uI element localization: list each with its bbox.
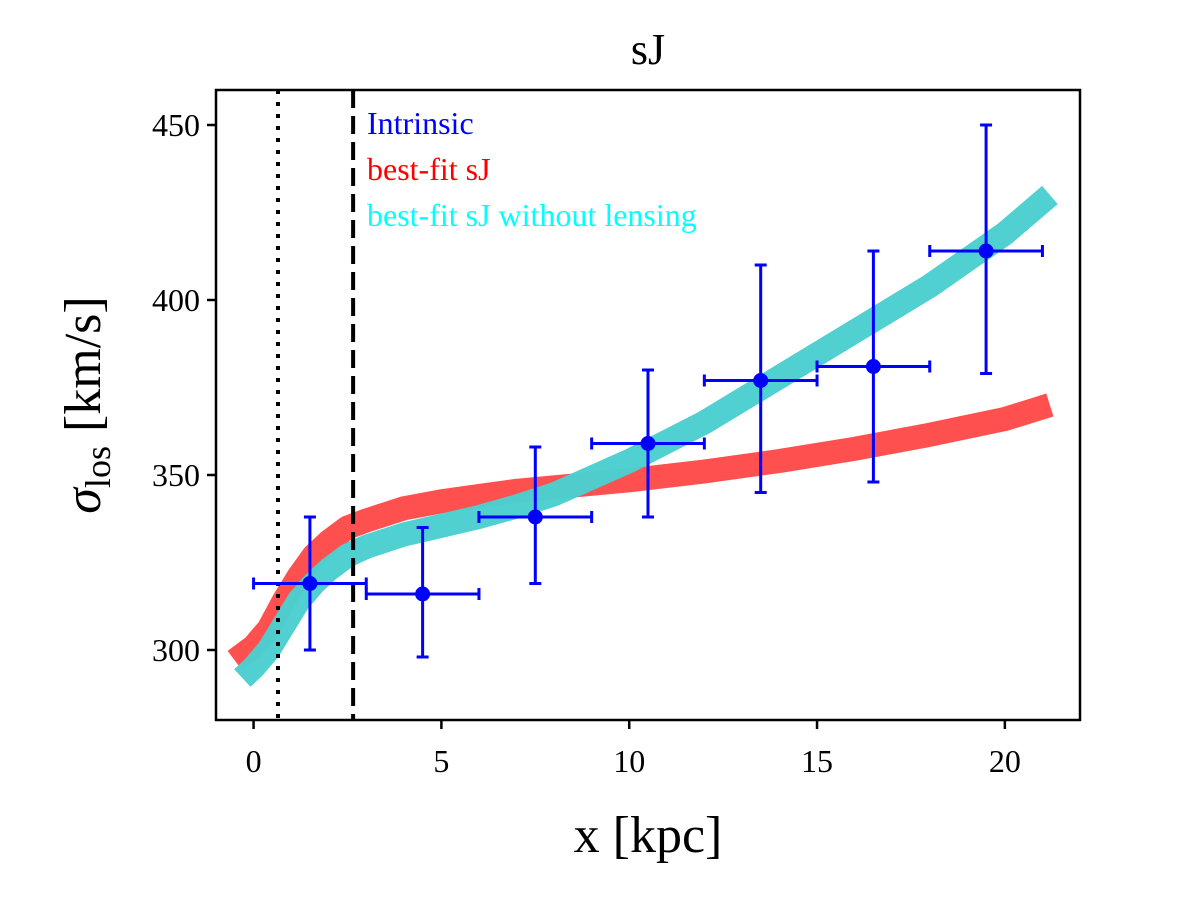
x-axis-label: x [kpc] (574, 807, 723, 864)
y-tick-label: 400 (152, 282, 200, 318)
vline-layer (275, 90, 356, 720)
plot-frame (214, 88, 1082, 722)
series-line-best-fit-sj-without-lensing (234, 185, 1058, 687)
y-tick-label: 350 (152, 457, 200, 493)
data-point (477, 445, 594, 585)
data-point (702, 263, 819, 494)
y-tick-label: 300 (152, 632, 200, 668)
legend: Intrinsic best-fit sJ best-fit sJ withou… (367, 105, 697, 233)
data-point-marker (978, 243, 994, 259)
x-tick-label: 20 (989, 743, 1021, 779)
y-tick-label: 450 (152, 107, 200, 143)
data-point (815, 249, 932, 484)
data-point (364, 526, 481, 659)
data-point (928, 123, 1044, 375)
y-axis-label-symbol: σ (55, 486, 112, 514)
y-axis-label: σlos [km/s] (55, 296, 118, 513)
y-axis-label-subscript: los (78, 446, 118, 488)
x-tick-label: 15 (801, 743, 833, 779)
data-point-marker (753, 373, 769, 388)
x-tick-label: 0 (246, 743, 262, 779)
data-point (252, 515, 368, 652)
data-point-marker (415, 586, 431, 602)
tick-layer: 0 5 10 15 20 300 350 400 450 (152, 107, 1021, 779)
data-point-marker (527, 509, 543, 525)
legend-entry-best-fit-sj: best-fit sJ (367, 151, 491, 187)
legend-entry-intrinsic: Intrinsic (367, 105, 474, 141)
x-tick-label: 5 (433, 743, 449, 779)
data-point (590, 368, 706, 519)
x-tick-label: 10 (613, 743, 645, 779)
data-point-marker (302, 576, 318, 591)
data-point-marker (640, 436, 656, 451)
chart-title: sJ (631, 25, 665, 74)
data-point-marker (865, 359, 881, 374)
points-layer (252, 123, 1044, 659)
legend-entry-best-fit-sj-without-lensing: best-fit sJ without lensing (367, 197, 697, 233)
series-layer (227, 185, 1058, 687)
y-axis-label-unit: [km/s] (55, 296, 112, 432)
series-line-best-fit-sj (227, 393, 1054, 671)
